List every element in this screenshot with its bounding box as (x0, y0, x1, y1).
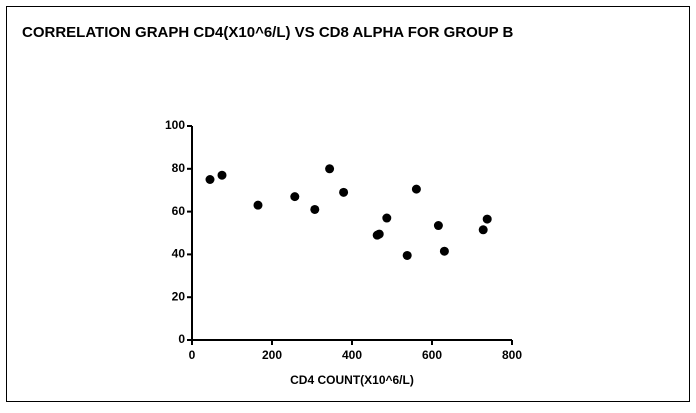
point (411, 184, 421, 194)
point (402, 250, 412, 260)
y-tick-label: 60 (172, 204, 186, 218)
point (253, 200, 263, 210)
x-axis-label: CD4 COUNT(X10^6/L) (290, 373, 414, 387)
point (310, 204, 320, 214)
x-tick-label: 800 (502, 348, 522, 362)
point (290, 192, 300, 202)
chart-title: CORRELATION GRAPH CD4(X10^6/L) VS CD8 AL… (22, 24, 513, 41)
x-tick-label: 200 (262, 348, 282, 362)
y-tick-label: 40 (172, 247, 186, 261)
point (325, 164, 335, 174)
point (217, 170, 227, 180)
point (433, 221, 443, 231)
point (382, 213, 392, 223)
x-tick-label: 600 (422, 348, 442, 362)
point (482, 214, 492, 224)
y-tick-label: 100 (165, 118, 185, 132)
point (478, 225, 488, 235)
point (339, 187, 349, 197)
y-tick-label: 0 (178, 332, 185, 346)
chart-frame (6, 6, 690, 402)
x-tick-label: 400 (342, 348, 362, 362)
point (439, 246, 449, 256)
point (205, 175, 215, 184)
y-tick-label: 20 (172, 289, 186, 303)
point (374, 229, 384, 239)
x-tick-label: 0 (189, 348, 196, 362)
y-tick-label: 80 (172, 161, 186, 175)
